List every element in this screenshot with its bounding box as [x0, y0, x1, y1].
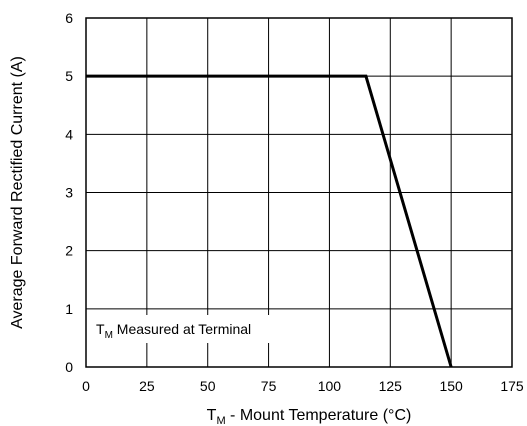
y-tick-label: 1 — [65, 301, 73, 317]
series-line — [86, 74, 453, 368]
y-tick-label: 6 — [65, 10, 73, 26]
x-tick-label: 75 — [261, 378, 277, 394]
annotation-box — [92, 315, 302, 343]
series-group — [86, 74, 453, 368]
x-tick-label: 25 — [139, 378, 155, 394]
x-tick-label: 0 — [82, 378, 90, 394]
x-axis-label: TM - Mount Temperature (°C) — [207, 407, 412, 426]
y-tick-labels: 0 1 2 3 4 5 6 — [65, 10, 73, 375]
x-tick-label: 100 — [318, 378, 342, 394]
y-tick-label: 4 — [65, 126, 73, 142]
annotation-text: TM Measured at Terminal — [96, 321, 251, 341]
annotation-prefix: T — [96, 321, 105, 337]
x-axis-label-prefix: T — [207, 407, 217, 424]
y-tick-label: 5 — [65, 68, 73, 84]
grid — [85, 17, 513, 368]
annotation-subscript: M — [105, 330, 113, 341]
x-axis-label-subscript: M — [216, 415, 225, 426]
y-tick-label: 2 — [65, 243, 73, 259]
x-tick-label: 175 — [500, 378, 524, 394]
x-tick-label: 125 — [379, 378, 403, 394]
y-axis-label: Average Forward Rectified Current (A) — [9, 56, 26, 329]
x-tick-label: 150 — [439, 378, 463, 394]
y-tick-label: 0 — [65, 359, 73, 375]
x-tick-label: 50 — [200, 378, 216, 394]
annotation-rest: Measured at Terminal — [113, 321, 251, 337]
plot-area-frame — [85, 17, 513, 368]
x-tick-labels: 0 25 50 75 100 125 150 175 — [82, 378, 524, 394]
x-axis-label-rest: - Mount Temperature (°C) — [226, 407, 412, 424]
y-tick-label: 3 — [65, 185, 73, 201]
